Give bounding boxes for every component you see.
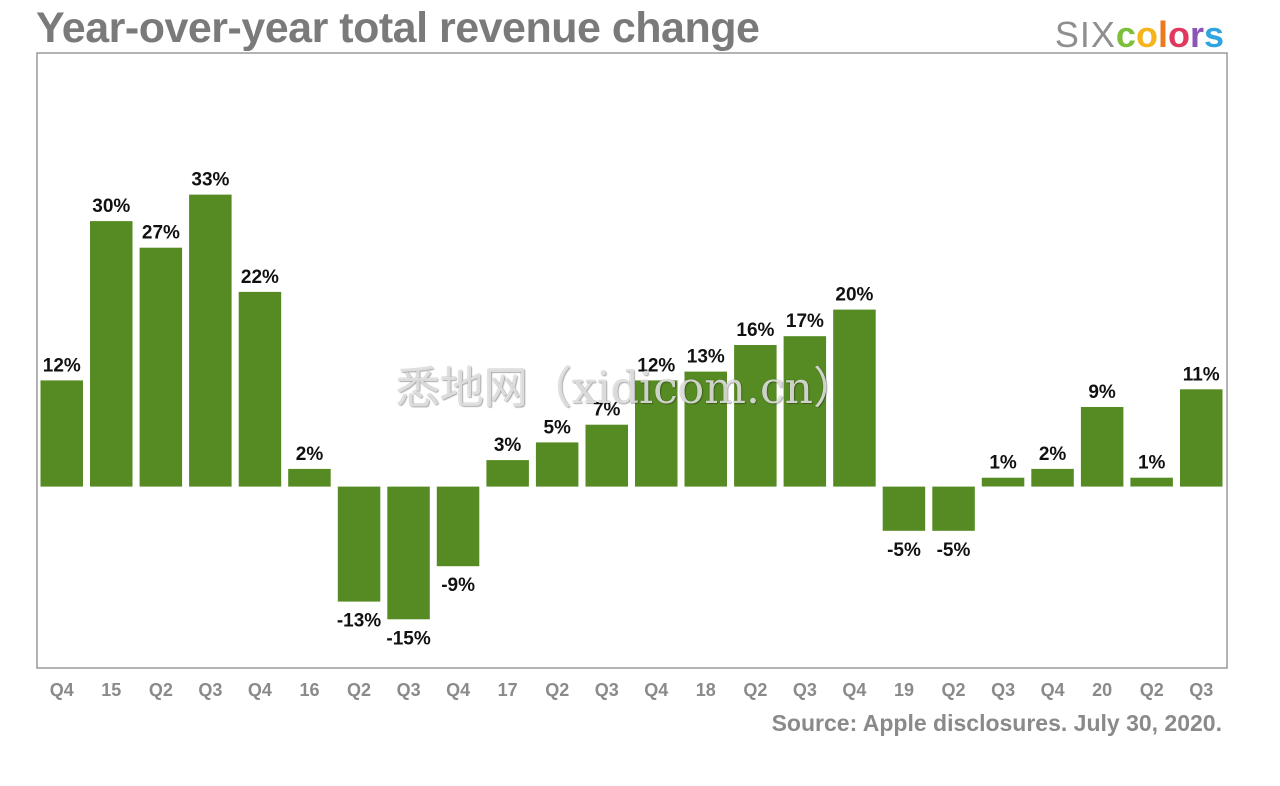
bar-value-label: 13% bbox=[687, 347, 725, 368]
bar-value-label: 17% bbox=[786, 311, 824, 332]
bar bbox=[40, 380, 83, 487]
bar bbox=[535, 442, 579, 487]
bar bbox=[932, 486, 975, 531]
bar bbox=[238, 291, 282, 487]
bar bbox=[783, 336, 827, 487]
bar bbox=[1180, 389, 1223, 487]
value-labels-group: 12% 30% 27% 33% 22% 2% -13%-15% -9% 3% 5% 7% 12% 13%… bbox=[43, 170, 1220, 650]
bar bbox=[585, 424, 628, 487]
bar-value-label: 3% bbox=[494, 435, 522, 456]
x-tick-label: 20 bbox=[1092, 680, 1112, 700]
bar bbox=[189, 194, 232, 487]
bars-group bbox=[40, 194, 1223, 620]
bar-value-label: 12% bbox=[43, 355, 81, 376]
x-tick-label: 16 bbox=[299, 680, 319, 700]
bar bbox=[337, 486, 381, 602]
bar bbox=[1080, 407, 1124, 487]
bar-value-label: 2% bbox=[296, 444, 324, 465]
bar bbox=[684, 371, 727, 487]
x-axis-tick-labels: Q4 15 Q2 Q3 Q4 16 Q2 Q3 Q4 17 Q2 Q3 Q4 18 Q2 Q3 Q4 19 Q2 Q3… bbox=[50, 680, 1213, 700]
chart-frame bbox=[36, 52, 1228, 669]
x-tick-label: Q3 bbox=[397, 680, 421, 700]
x-tick-label: Q2 bbox=[1140, 680, 1164, 700]
bar-value-label: -15% bbox=[386, 628, 430, 649]
logo-letter: s bbox=[1203, 14, 1224, 55]
bar bbox=[1031, 468, 1074, 487]
bar-value-label: 9% bbox=[1088, 382, 1116, 403]
bar bbox=[387, 486, 430, 620]
logo-text-six: SIX bbox=[1054, 14, 1116, 55]
x-tick-label: Q4 bbox=[644, 680, 668, 700]
bar-value-label: 16% bbox=[736, 320, 774, 341]
bar bbox=[90, 221, 133, 487]
x-tick-label: Q3 bbox=[793, 680, 817, 700]
bar bbox=[436, 486, 480, 567]
x-tick-label: Q2 bbox=[347, 680, 371, 700]
bar-value-label: 5% bbox=[543, 417, 571, 438]
logo-letter: o bbox=[1167, 14, 1190, 55]
logo-letter: o bbox=[1135, 14, 1158, 55]
x-tick-label: Q3 bbox=[595, 680, 619, 700]
x-tick-label: Q2 bbox=[941, 680, 965, 700]
bar-value-label: 12% bbox=[637, 355, 675, 376]
x-tick-label: Q4 bbox=[50, 680, 74, 700]
bar-value-label: 7% bbox=[593, 400, 621, 421]
bar-value-label: -9% bbox=[441, 575, 475, 596]
bar-value-label: 20% bbox=[835, 285, 873, 306]
bar bbox=[734, 345, 777, 487]
x-tick-label: Q4 bbox=[248, 680, 272, 700]
bar bbox=[882, 486, 926, 531]
x-tick-label: 15 bbox=[101, 680, 121, 700]
x-tick-label: 18 bbox=[696, 680, 716, 700]
x-tick-label: Q2 bbox=[149, 680, 173, 700]
x-tick-label: Q3 bbox=[991, 680, 1015, 700]
bar-value-label: 30% bbox=[92, 196, 130, 217]
bar bbox=[635, 380, 678, 487]
bar bbox=[139, 247, 183, 487]
logo-letter: r bbox=[1189, 14, 1204, 55]
bar bbox=[288, 468, 331, 487]
logo-letter: c bbox=[1115, 14, 1136, 55]
bar bbox=[1130, 477, 1173, 487]
x-tick-label: Q3 bbox=[198, 680, 222, 700]
x-tick-label: Q4 bbox=[1041, 680, 1065, 700]
x-tick-label: 17 bbox=[498, 680, 518, 700]
bar-value-label: -5% bbox=[887, 540, 921, 561]
bar-value-label: 22% bbox=[241, 267, 279, 288]
bar-value-label: 1% bbox=[1138, 453, 1166, 474]
x-tick-label: Q4 bbox=[842, 680, 866, 700]
bar-value-label: -5% bbox=[937, 540, 971, 561]
x-tick-label: Q2 bbox=[545, 680, 569, 700]
bar-value-label: 2% bbox=[1039, 444, 1067, 465]
bar-value-label: 1% bbox=[989, 453, 1017, 474]
x-tick-label: 19 bbox=[894, 680, 914, 700]
source-note: Source: Apple disclosures. July 30, 2020… bbox=[771, 710, 1222, 736]
sixcolors-logo: SIXcolors bbox=[1055, 14, 1224, 56]
bar-value-label: 27% bbox=[142, 223, 180, 244]
bar-value-label: 11% bbox=[1183, 364, 1220, 385]
bar-value-label: 33% bbox=[191, 170, 229, 191]
chart-title: Year-over-year total revenue change bbox=[36, 4, 760, 52]
bar bbox=[981, 477, 1025, 487]
bar bbox=[833, 309, 876, 487]
logo-text-colors: colors bbox=[1116, 14, 1224, 55]
x-tick-label: Q4 bbox=[446, 680, 470, 700]
logo-letter: l bbox=[1157, 14, 1168, 55]
x-tick-label: Q3 bbox=[1189, 680, 1213, 700]
bar-value-label: -13% bbox=[337, 611, 381, 632]
bar bbox=[486, 460, 529, 487]
x-tick-label: Q2 bbox=[743, 680, 767, 700]
